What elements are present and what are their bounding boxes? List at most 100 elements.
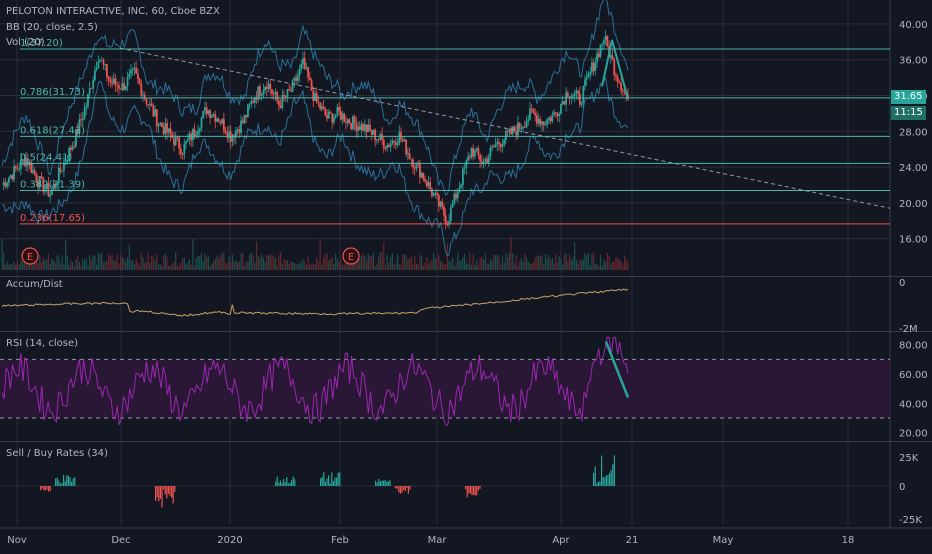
candle-body <box>503 140 506 145</box>
candle-body <box>14 166 17 169</box>
volume-bar <box>577 263 579 270</box>
time-tick-label: 18 <box>842 535 855 546</box>
volume-bar <box>9 263 12 270</box>
candle-body <box>427 182 430 187</box>
volume-bar <box>494 255 497 270</box>
sellbuy-bar <box>64 481 66 486</box>
volume-bar <box>534 257 536 270</box>
volume-bar <box>596 264 598 270</box>
candle-body <box>584 79 586 87</box>
volume-bar <box>161 265 163 270</box>
earnings-marker <box>21 247 39 265</box>
volume-bar <box>89 254 91 270</box>
volume-bar <box>426 257 428 270</box>
candle-body <box>250 101 253 104</box>
candle-body <box>222 118 225 131</box>
volume-bar <box>329 258 332 270</box>
volume-bar <box>114 260 117 270</box>
volume-bar <box>173 261 175 270</box>
bb-indicator-label[interactable]: BB (20, close, 2.5) <box>6 22 98 33</box>
candle-body <box>179 148 182 155</box>
volume-bar <box>438 255 440 270</box>
volume-bar <box>32 260 34 270</box>
candle-body <box>362 123 365 131</box>
candle-body <box>112 78 115 84</box>
candle-body <box>341 113 344 120</box>
volume-bar <box>224 262 227 270</box>
volume-bar <box>582 259 584 270</box>
candle-body <box>217 118 220 122</box>
candle-body <box>45 183 48 189</box>
fib-label-0.382: 0.382(21.39) <box>20 179 85 190</box>
sellbuy-bar <box>286 477 288 486</box>
candle-body <box>346 119 349 123</box>
volume-bar <box>625 259 627 270</box>
volume-bar <box>133 264 136 270</box>
rsi-label[interactable]: RSI (14, close) <box>6 338 79 349</box>
volume-bar <box>261 254 263 270</box>
candle-body <box>615 74 617 77</box>
volume-bar <box>175 252 177 270</box>
candle-body <box>372 129 375 135</box>
volume-bar <box>386 254 388 270</box>
time-tick-label: Dec <box>111 535 130 546</box>
volume-bar <box>180 262 182 270</box>
candle-body <box>623 91 626 93</box>
candle-body <box>121 83 124 90</box>
candle-body <box>334 115 337 118</box>
volume-bar <box>472 254 474 270</box>
candle-body <box>587 73 590 78</box>
volume-bar <box>570 260 572 270</box>
volume-bar <box>290 260 292 270</box>
volume-bar <box>531 264 533 270</box>
candle-body <box>386 144 389 149</box>
volume-bar <box>548 254 550 270</box>
candle-body <box>274 92 277 95</box>
sellbuy-bar <box>336 477 338 486</box>
candle-body <box>561 101 564 104</box>
sellbuy-bar <box>159 486 161 499</box>
candle-body <box>419 163 421 178</box>
price-tick-label: 40.00 <box>899 20 928 31</box>
volume-bar <box>410 256 412 270</box>
candle-body <box>73 146 76 148</box>
volume-bar <box>498 256 500 270</box>
volume-bar <box>379 252 381 270</box>
volume-bar <box>522 261 524 270</box>
volume-bar <box>183 257 185 270</box>
candle-body <box>52 183 55 190</box>
candle-body <box>88 88 91 94</box>
candle-body <box>209 110 211 118</box>
volume-bar <box>274 257 277 270</box>
volume-bar <box>35 259 37 270</box>
candle-body <box>281 94 284 108</box>
volume-bar <box>551 258 553 270</box>
candle-body <box>164 122 167 134</box>
candle-body <box>154 109 156 117</box>
sellbuy-bar <box>69 477 71 486</box>
candle-body <box>21 159 24 161</box>
volume-bar <box>226 263 228 270</box>
candle-body <box>216 118 218 122</box>
candle-body <box>195 134 198 137</box>
candle-body <box>157 124 160 127</box>
volume-bar <box>565 253 567 270</box>
candle-body <box>475 148 478 151</box>
volume-bar <box>223 253 225 270</box>
volume-bar <box>562 264 564 270</box>
candle-body <box>302 58 304 64</box>
sellbuy-bar <box>387 481 389 486</box>
sell-buy-label[interactable]: Sell / Buy Rates (34) <box>6 448 108 459</box>
candle-body <box>286 89 289 97</box>
volume-bar <box>249 254 251 270</box>
sellbuy-bar <box>404 486 406 492</box>
vol-indicator-label[interactable]: Vol (20) <box>6 37 45 48</box>
candle-body <box>42 177 45 192</box>
volume-bar <box>517 265 519 270</box>
accum-dist-label[interactable]: Accum/Dist <box>6 279 63 290</box>
volume-bar <box>367 253 369 270</box>
sellbuy-bar <box>161 486 163 508</box>
candle-body <box>474 150 476 157</box>
